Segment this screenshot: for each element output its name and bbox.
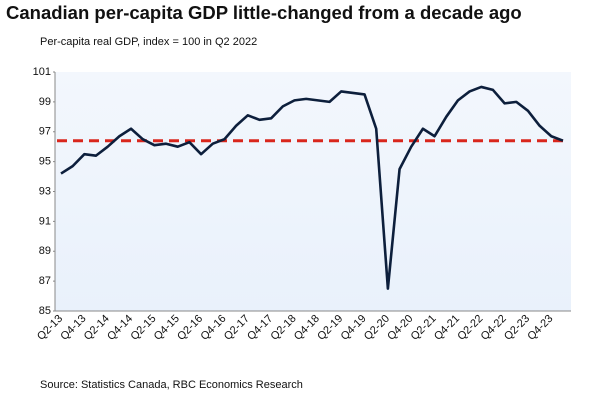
y-tick-label: 99	[39, 96, 51, 108]
y-tick-label: 93	[39, 185, 51, 197]
y-tick-label: 85	[39, 305, 51, 317]
chart-subtitle: Per-capita real GDP, index = 100 in Q2 2…	[40, 36, 257, 48]
y-tick-label: 91	[39, 215, 51, 227]
y-tick-label: 101	[33, 66, 51, 78]
plot-area	[55, 72, 571, 311]
data-line	[60, 85, 564, 290]
source-note: Source: Statistics Canada, RBC Economics…	[40, 379, 303, 391]
y-tick-label: 97	[39, 126, 51, 138]
chart-title: Canadian per-capita GDP little-changed f…	[6, 2, 522, 23]
y-tick-label: 89	[39, 245, 51, 257]
y-tick-label: 95	[39, 156, 51, 168]
y-tick-label: 87	[39, 275, 51, 287]
